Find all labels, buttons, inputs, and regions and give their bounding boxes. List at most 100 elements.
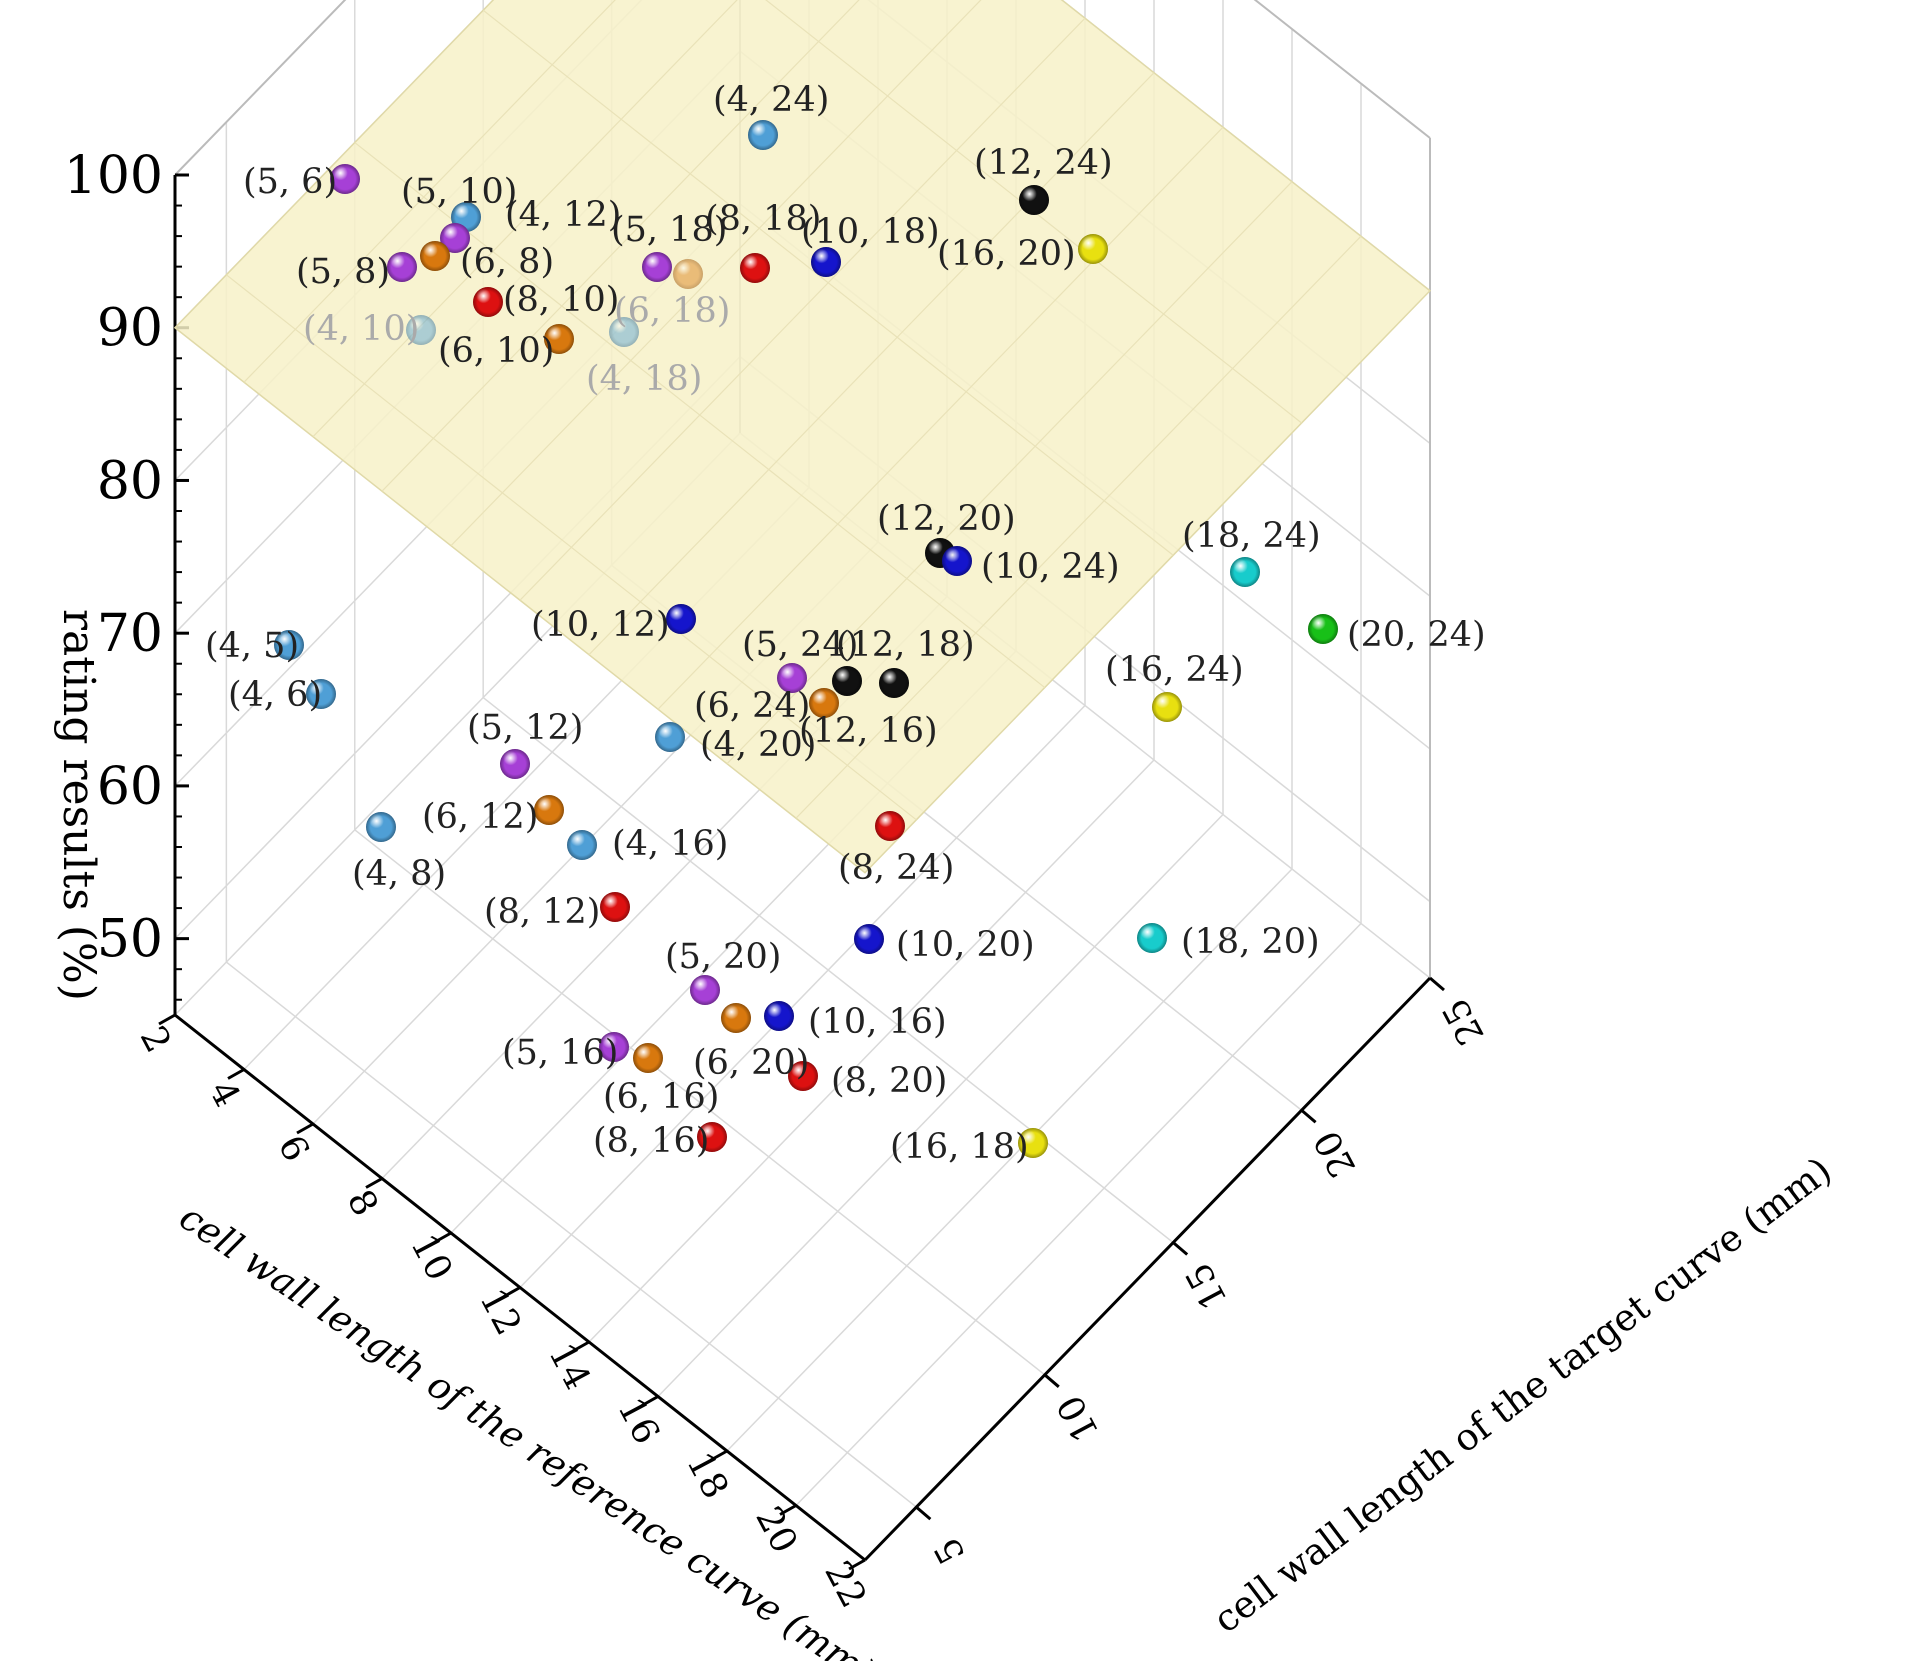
point-label: (6, 8) — [460, 242, 554, 282]
data-point — [811, 247, 841, 277]
plane-grid-line — [657, 126, 1224, 710]
data-point — [697, 1122, 727, 1152]
point-shade — [832, 666, 862, 696]
data-point — [500, 749, 530, 779]
point-shade — [609, 317, 639, 347]
grid-line — [588, 759, 1155, 1343]
x-tick-label: 4 — [201, 1074, 248, 1113]
point-label: (8, 10) — [503, 280, 619, 320]
data-point — [633, 1043, 663, 1073]
data-point — [330, 164, 360, 194]
x-tick — [710, 1449, 728, 1462]
data-point — [777, 663, 807, 693]
point-label: (10, 24) — [981, 547, 1120, 587]
point-label: (10, 20) — [896, 925, 1035, 965]
point-label: (6, 16) — [603, 1077, 719, 1117]
z-tick-label: 50 — [97, 910, 163, 970]
y-tick — [915, 1505, 932, 1521]
data-point — [609, 317, 639, 347]
point-label: (12, 18) — [836, 625, 975, 665]
point-shade — [633, 1043, 663, 1073]
y-tick-label: 10 — [1050, 1388, 1108, 1448]
point-label: (8, 16) — [593, 1121, 709, 1161]
point-shade — [811, 247, 841, 277]
point-label: (6, 24) — [694, 686, 810, 726]
point-shade — [567, 830, 597, 860]
point-label: (5, 12) — [467, 708, 583, 748]
data-point — [655, 722, 685, 752]
point-label: (5, 20) — [665, 937, 781, 977]
y-tick — [1429, 976, 1445, 992]
x-tick-label: 12 — [471, 1282, 529, 1342]
data-point — [1018, 1128, 1048, 1158]
point-label: (10, 16) — [808, 1002, 947, 1042]
y-tick-label: 15 — [1178, 1256, 1236, 1316]
point-shade — [330, 164, 360, 194]
point-label: (8, 12) — [484, 892, 600, 932]
x-tick-label: 10 — [402, 1228, 460, 1288]
plane-grid-line — [519, 17, 1086, 601]
plane-grid-line — [588, 72, 1155, 656]
y-tick-label: 25 — [1435, 992, 1493, 1052]
data-point — [673, 259, 703, 289]
z-tick-label: 80 — [97, 451, 163, 511]
frame-edge — [174, 0, 347, 176]
data-point — [666, 604, 696, 634]
plane-grid-line — [243, 0, 616, 383]
data-point — [942, 546, 972, 576]
point-label: (10, 18) — [801, 212, 940, 252]
data-point — [809, 688, 839, 718]
point-shade — [642, 252, 672, 282]
grid-line — [519, 704, 1086, 1289]
x-tick-label: 18 — [678, 1446, 736, 1506]
z-tick-label: 100 — [64, 146, 163, 206]
data-point — [788, 1061, 818, 1091]
data-point — [387, 252, 417, 282]
point-label: (8, 24) — [838, 848, 954, 888]
data-point — [721, 1003, 751, 1033]
data-point — [599, 1032, 629, 1062]
grid-line — [482, 696, 1174, 1244]
point-label: (4, 24) — [713, 80, 829, 120]
data-point — [764, 1001, 794, 1031]
point-shade — [673, 259, 703, 289]
data-point — [1230, 557, 1260, 587]
point-label: (4, 16) — [612, 824, 728, 864]
y-axis-line — [863, 976, 1432, 1562]
point-label: (16, 18) — [890, 1127, 1029, 1167]
point-label: (6, 20) — [693, 1043, 809, 1083]
point-shade — [875, 811, 905, 841]
point-label: (4, 5) — [205, 626, 299, 666]
point-shade — [1230, 557, 1260, 587]
plane-grid-line — [450, 0, 982, 547]
point-shade — [387, 252, 417, 282]
point-shade — [788, 1061, 818, 1091]
point-label: (4, 8) — [352, 854, 446, 894]
x-tick-label: 22 — [816, 1555, 874, 1615]
point-label: (12, 20) — [877, 499, 1016, 539]
x-tick — [779, 1504, 797, 1516]
point-shade — [1019, 185, 1049, 215]
point-shade — [600, 892, 630, 922]
x-tick — [848, 1558, 866, 1571]
plane-grid-line — [482, 9, 1174, 556]
point-label: (5, 10) — [401, 172, 517, 212]
point-label: (4, 10) — [303, 309, 419, 349]
point-shade — [306, 679, 336, 709]
plane-grid-line — [381, 0, 860, 492]
point-shade — [666, 604, 696, 634]
data-point — [1019, 185, 1049, 215]
point-shade — [473, 287, 503, 317]
point-shade — [1018, 1128, 1048, 1158]
grid-line — [657, 813, 1224, 1398]
grid-line — [354, 829, 1046, 1376]
point-shade — [655, 722, 685, 752]
plane-grid-line — [312, 0, 738, 438]
x-tick-label: 20 — [747, 1500, 805, 1560]
y-tick-label: 5 — [927, 1531, 974, 1570]
data-point — [567, 830, 597, 860]
point-labels: (4, 24) (5, 6) (12, 24) (4, 12)(5, 10) (16, … — [205, 80, 1486, 1167]
x-tick — [434, 1231, 452, 1244]
point-shade — [942, 546, 972, 576]
